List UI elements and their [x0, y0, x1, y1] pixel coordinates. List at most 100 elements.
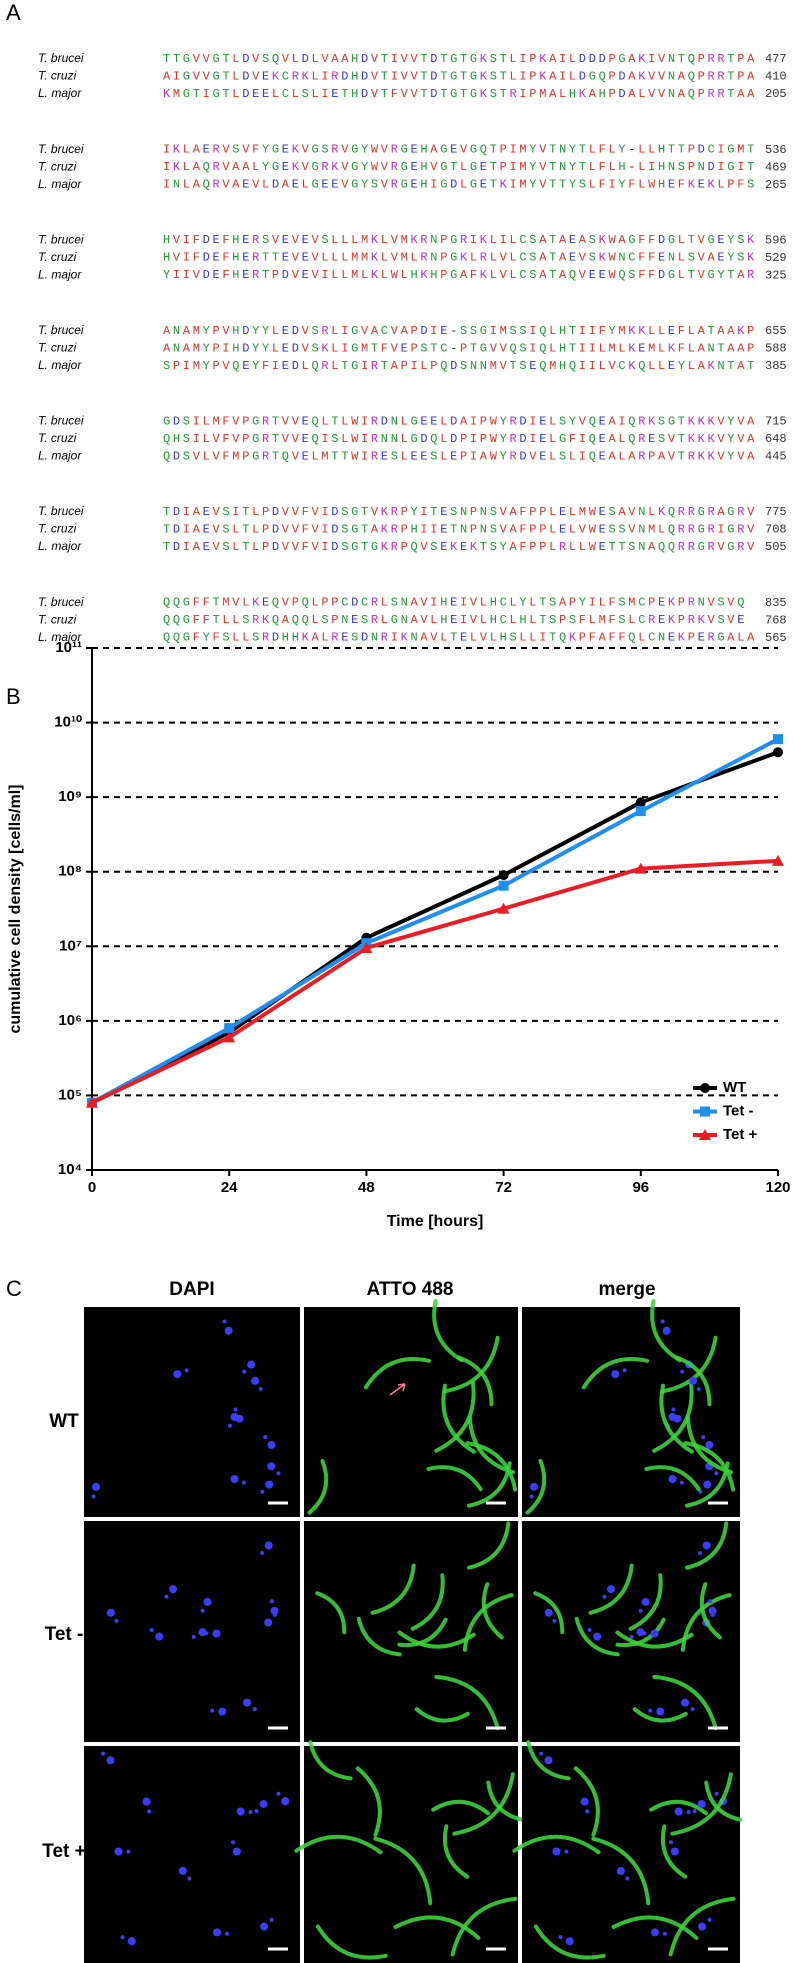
x-tick-label: 120	[765, 1179, 790, 1196]
y-tick-label: 10⁶	[58, 1012, 82, 1029]
kinetoplast	[662, 1931, 667, 1936]
residue-number: 588	[765, 341, 787, 355]
nucleus	[611, 1370, 620, 1379]
kinetoplast	[668, 1840, 673, 1845]
marker	[700, 1106, 710, 1117]
column-heading: DAPI	[169, 1279, 214, 1300]
cell-body	[668, 1896, 736, 1957]
kinetoplast	[714, 1791, 719, 1796]
kinetoplast	[254, 1809, 259, 1814]
cell-body	[649, 1799, 709, 1816]
micrograph-content	[512, 1740, 743, 1960]
panel-label: C	[6, 1276, 22, 1301]
kinetoplast	[622, 1368, 627, 1373]
residue-number: 775	[765, 505, 787, 519]
nucleus	[260, 1922, 269, 1931]
species-name: T. brucei	[38, 414, 84, 428]
cell-body	[397, 1617, 448, 1648]
micrograph-content	[106, 1541, 279, 1716]
micrograph-content	[91, 1319, 281, 1499]
kinetoplast	[187, 1876, 192, 1881]
nucleus	[169, 1585, 178, 1594]
nucleus	[673, 1414, 682, 1423]
nucleus	[651, 1928, 660, 1937]
cell-body	[434, 1381, 476, 1453]
nucleus	[155, 1632, 164, 1641]
kinetoplast	[529, 1494, 534, 1499]
kinetoplast	[114, 1618, 119, 1623]
residue-number: 529	[765, 251, 787, 265]
species-name: L. major	[38, 539, 82, 553]
kinetoplast	[242, 1369, 247, 1374]
nucleus	[698, 1922, 707, 1931]
nucleus	[267, 1462, 276, 1471]
micrograph-content	[525, 1299, 736, 1515]
nucleus	[680, 1698, 689, 1707]
species-name: T. brucei	[38, 595, 84, 609]
nucleus	[650, 1629, 659, 1638]
kinetoplast	[227, 1423, 232, 1428]
residue-number: 648	[765, 432, 787, 446]
kinetoplast	[707, 1599, 712, 1604]
kinetoplast	[248, 1810, 253, 1815]
nucleus	[703, 1480, 712, 1489]
species-name: T. cruzi	[38, 340, 77, 354]
species-name: T. brucei	[38, 142, 84, 156]
cell-body	[294, 1834, 383, 1855]
marker	[699, 1129, 711, 1140]
cell-body	[373, 1836, 433, 1906]
cell-body	[432, 1299, 464, 1363]
kinetoplast	[642, 1631, 647, 1636]
kinetoplast	[648, 1708, 653, 1713]
nucleus	[616, 1866, 625, 1875]
arrow	[389, 1383, 406, 1396]
nucleus	[213, 1928, 222, 1937]
marker	[635, 806, 646, 817]
kinetoplast	[660, 1319, 665, 1324]
cell-body	[414, 1707, 470, 1723]
cell-body	[615, 1630, 694, 1649]
kinetoplast	[258, 1386, 263, 1391]
species-name: T. cruzi	[38, 69, 77, 83]
kinetoplast	[587, 1627, 592, 1632]
cell-body	[465, 1441, 518, 1492]
cell-body	[644, 1465, 701, 1492]
kinetoplast	[671, 1407, 676, 1412]
nucleus	[114, 1847, 123, 1856]
cell-body	[356, 1616, 402, 1657]
residue-number: 835	[765, 596, 787, 610]
x-tick-label: 72	[495, 1179, 512, 1196]
marker	[224, 1023, 235, 1034]
residue-number: 445	[765, 450, 787, 464]
nucleus	[178, 1866, 187, 1875]
kinetoplast	[692, 1809, 697, 1814]
nucleus	[662, 1326, 671, 1335]
row-heading: WT	[49, 1411, 79, 1432]
species-name: T. brucei	[38, 504, 84, 518]
kinetoplast	[233, 1407, 238, 1412]
cell-body	[683, 1441, 736, 1492]
cell-body	[650, 1299, 682, 1363]
marker	[773, 734, 783, 745]
residue-number: 385	[765, 359, 787, 373]
nucleus	[593, 1632, 602, 1641]
nucleus	[224, 1326, 233, 1335]
nucleus	[530, 1482, 539, 1491]
cell-body	[393, 1915, 481, 1940]
nucleus	[264, 1541, 273, 1550]
kinetoplast	[204, 1631, 209, 1636]
micrograph	[304, 1521, 518, 1742]
cell-body	[685, 1415, 733, 1475]
cell-body	[307, 1458, 329, 1515]
marker	[497, 902, 510, 914]
